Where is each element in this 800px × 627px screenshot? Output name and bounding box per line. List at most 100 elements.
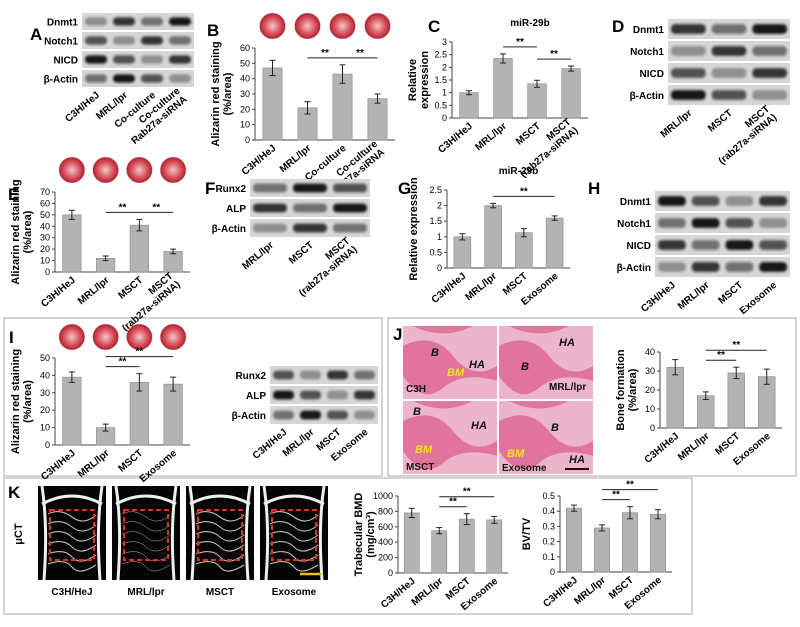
- blot-band: [113, 17, 135, 26]
- tissue-label: B: [413, 406, 421, 418]
- bar: [649, 513, 666, 573]
- error-bar: [374, 93, 381, 104]
- y-tick-label: 0.5: [542, 491, 555, 501]
- blot-band: [169, 36, 191, 45]
- tissue-label: B: [521, 361, 529, 373]
- y-tick-label: 30: [40, 233, 50, 243]
- blot-band: [691, 218, 720, 228]
- blot-band: [752, 24, 787, 34]
- trabecula: [195, 531, 245, 542]
- stain-well: [92, 156, 119, 184]
- y-tick-label: 30: [645, 366, 655, 376]
- protein-label: NICD: [54, 56, 78, 67]
- error-bar: [304, 101, 311, 115]
- blot-band: [273, 390, 294, 400]
- bar: [332, 73, 353, 141]
- protein-label: Notch1: [44, 37, 78, 48]
- trabecula: [47, 531, 97, 542]
- error-bar: [136, 373, 143, 392]
- y-axis-title: Relativeexpression: [407, 51, 431, 109]
- bone-tissue: [509, 326, 569, 334]
- group-label: MSCT: [406, 462, 434, 473]
- stain-well: [364, 12, 391, 40]
- blot-strip: [655, 213, 790, 233]
- roi-box: [271, 509, 317, 561]
- trabecula: [269, 541, 319, 552]
- blot-band: [752, 46, 787, 56]
- bone-tissue: [413, 401, 473, 409]
- y-tick-label: 0.5: [434, 100, 447, 110]
- bone-tissue: [499, 340, 593, 395]
- blot-band: [253, 223, 287, 233]
- blot-strip: [270, 366, 378, 384]
- blot-band: [691, 262, 720, 272]
- bar: [621, 512, 638, 573]
- panel-frame: [387, 317, 797, 477]
- significance-label: **: [626, 480, 634, 491]
- blot-band: [85, 74, 107, 83]
- y-tick-label: 60: [240, 43, 250, 53]
- error-bar: [68, 371, 75, 383]
- y-axis-title: Trabecular BMD(mg/cm³): [353, 493, 377, 577]
- blot-band: [141, 74, 163, 83]
- blot-band: [658, 240, 686, 250]
- error-bar: [599, 524, 605, 532]
- blot-band: [253, 183, 287, 193]
- blot-band: [85, 36, 107, 45]
- error-bar: [655, 509, 661, 520]
- tissue-label: BM: [507, 448, 525, 460]
- x-tick-label: MRL/lpr: [572, 575, 608, 607]
- x-tick-label: C3H/HeJ: [436, 121, 475, 156]
- error-bar: [68, 209, 75, 220]
- protein-label: Notch1: [617, 219, 651, 230]
- blot-band: [752, 68, 787, 78]
- stain-well: [259, 12, 286, 40]
- blot-band: [113, 36, 135, 45]
- significance-label: **: [321, 48, 329, 59]
- y-tick-label: 20: [645, 385, 655, 395]
- group-label: MSCT: [206, 587, 234, 598]
- error-bar: [702, 391, 709, 400]
- lane-label: C3H/HeJ: [251, 427, 290, 462]
- bar: [565, 507, 582, 573]
- lane-label: C3H/HeJ: [63, 90, 102, 125]
- trabecula: [269, 561, 319, 572]
- x-tick-label: C3H/HeJ: [430, 271, 469, 306]
- bar: [486, 519, 503, 574]
- bar: [262, 67, 283, 141]
- stain-well: [329, 12, 356, 40]
- y-tick-label: 0: [388, 568, 393, 578]
- significance-label: **: [152, 202, 160, 213]
- blot-band: [759, 240, 787, 250]
- panel-frame: [3, 477, 693, 615]
- stain-well: [294, 12, 321, 40]
- trabecula: [121, 531, 171, 542]
- bar: [459, 92, 479, 119]
- error-bar: [463, 513, 470, 525]
- protein-label: β-Actin: [44, 75, 78, 86]
- trabecula: [47, 541, 97, 552]
- blot-strip: [82, 51, 194, 68]
- error-bar: [466, 90, 472, 96]
- y-tick-label: 40: [40, 221, 50, 231]
- protein-label: NICD: [640, 69, 664, 80]
- panel-label: G: [398, 179, 411, 198]
- tissue-label: BM: [415, 444, 433, 456]
- panel-frame: [3, 317, 383, 477]
- error-bar: [551, 215, 558, 221]
- error-bar: [269, 59, 276, 77]
- significance-label: **: [717, 350, 725, 361]
- x-tick-label: C3H/HeJ: [541, 575, 580, 610]
- y-tick-label: 10: [40, 423, 50, 433]
- blot-strip: [82, 32, 194, 49]
- error-bar: [672, 359, 679, 376]
- group-label: MRL/lpr: [127, 587, 164, 598]
- y-tick-label: 0.4: [542, 506, 555, 516]
- blot-band: [333, 183, 367, 193]
- blot-band: [327, 410, 348, 420]
- y-axis-title: Alizarin red staining(%/area): [210, 41, 234, 146]
- group-label: MRL/lpr: [549, 382, 586, 393]
- error-bar: [436, 527, 443, 535]
- panel-label: J: [393, 325, 402, 344]
- lane-label: MRL/lpr: [240, 240, 276, 272]
